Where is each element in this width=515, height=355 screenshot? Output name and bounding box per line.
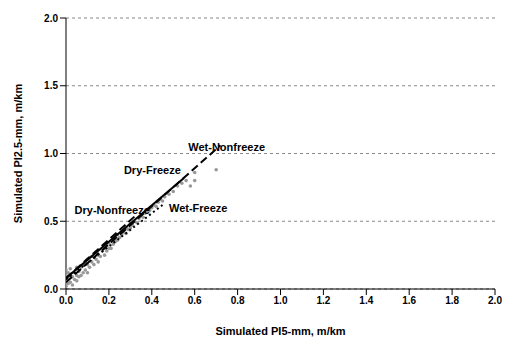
svg-text:Dry-Freeze: Dry-Freeze: [124, 164, 181, 176]
svg-text:Simulated PI2.5-mm, m/km: Simulated PI2.5-mm, m/km: [12, 84, 24, 224]
svg-text:1.8: 1.8: [445, 295, 459, 306]
svg-text:0.5: 0.5: [44, 216, 58, 227]
svg-text:1.0: 1.0: [44, 148, 58, 159]
svg-text:0.0: 0.0: [44, 284, 58, 295]
svg-text:2.0: 2.0: [44, 13, 58, 24]
svg-text:Wet-Nonfreeze: Wet-Nonfreeze: [188, 141, 265, 153]
svg-text:2.0: 2.0: [488, 295, 502, 306]
svg-text:0.6: 0.6: [188, 295, 202, 306]
svg-text:0.0: 0.0: [59, 295, 73, 306]
svg-text:Wet-Freeze: Wet-Freeze: [169, 202, 227, 214]
svg-text:Simulated PI5-mm, m/km: Simulated PI5-mm, m/km: [215, 325, 345, 337]
svg-text:Dry-Nonfreeze: Dry-Nonfreeze: [75, 204, 150, 216]
svg-text:1.4: 1.4: [359, 295, 373, 306]
svg-text:1.6: 1.6: [402, 295, 416, 306]
svg-text:1.2: 1.2: [316, 295, 330, 306]
svg-text:0.8: 0.8: [231, 295, 245, 306]
svg-text:0.2: 0.2: [102, 295, 116, 306]
svg-text:0.4: 0.4: [145, 295, 159, 306]
svg-text:1.0: 1.0: [274, 295, 288, 306]
svg-text:1.5: 1.5: [44, 80, 58, 91]
